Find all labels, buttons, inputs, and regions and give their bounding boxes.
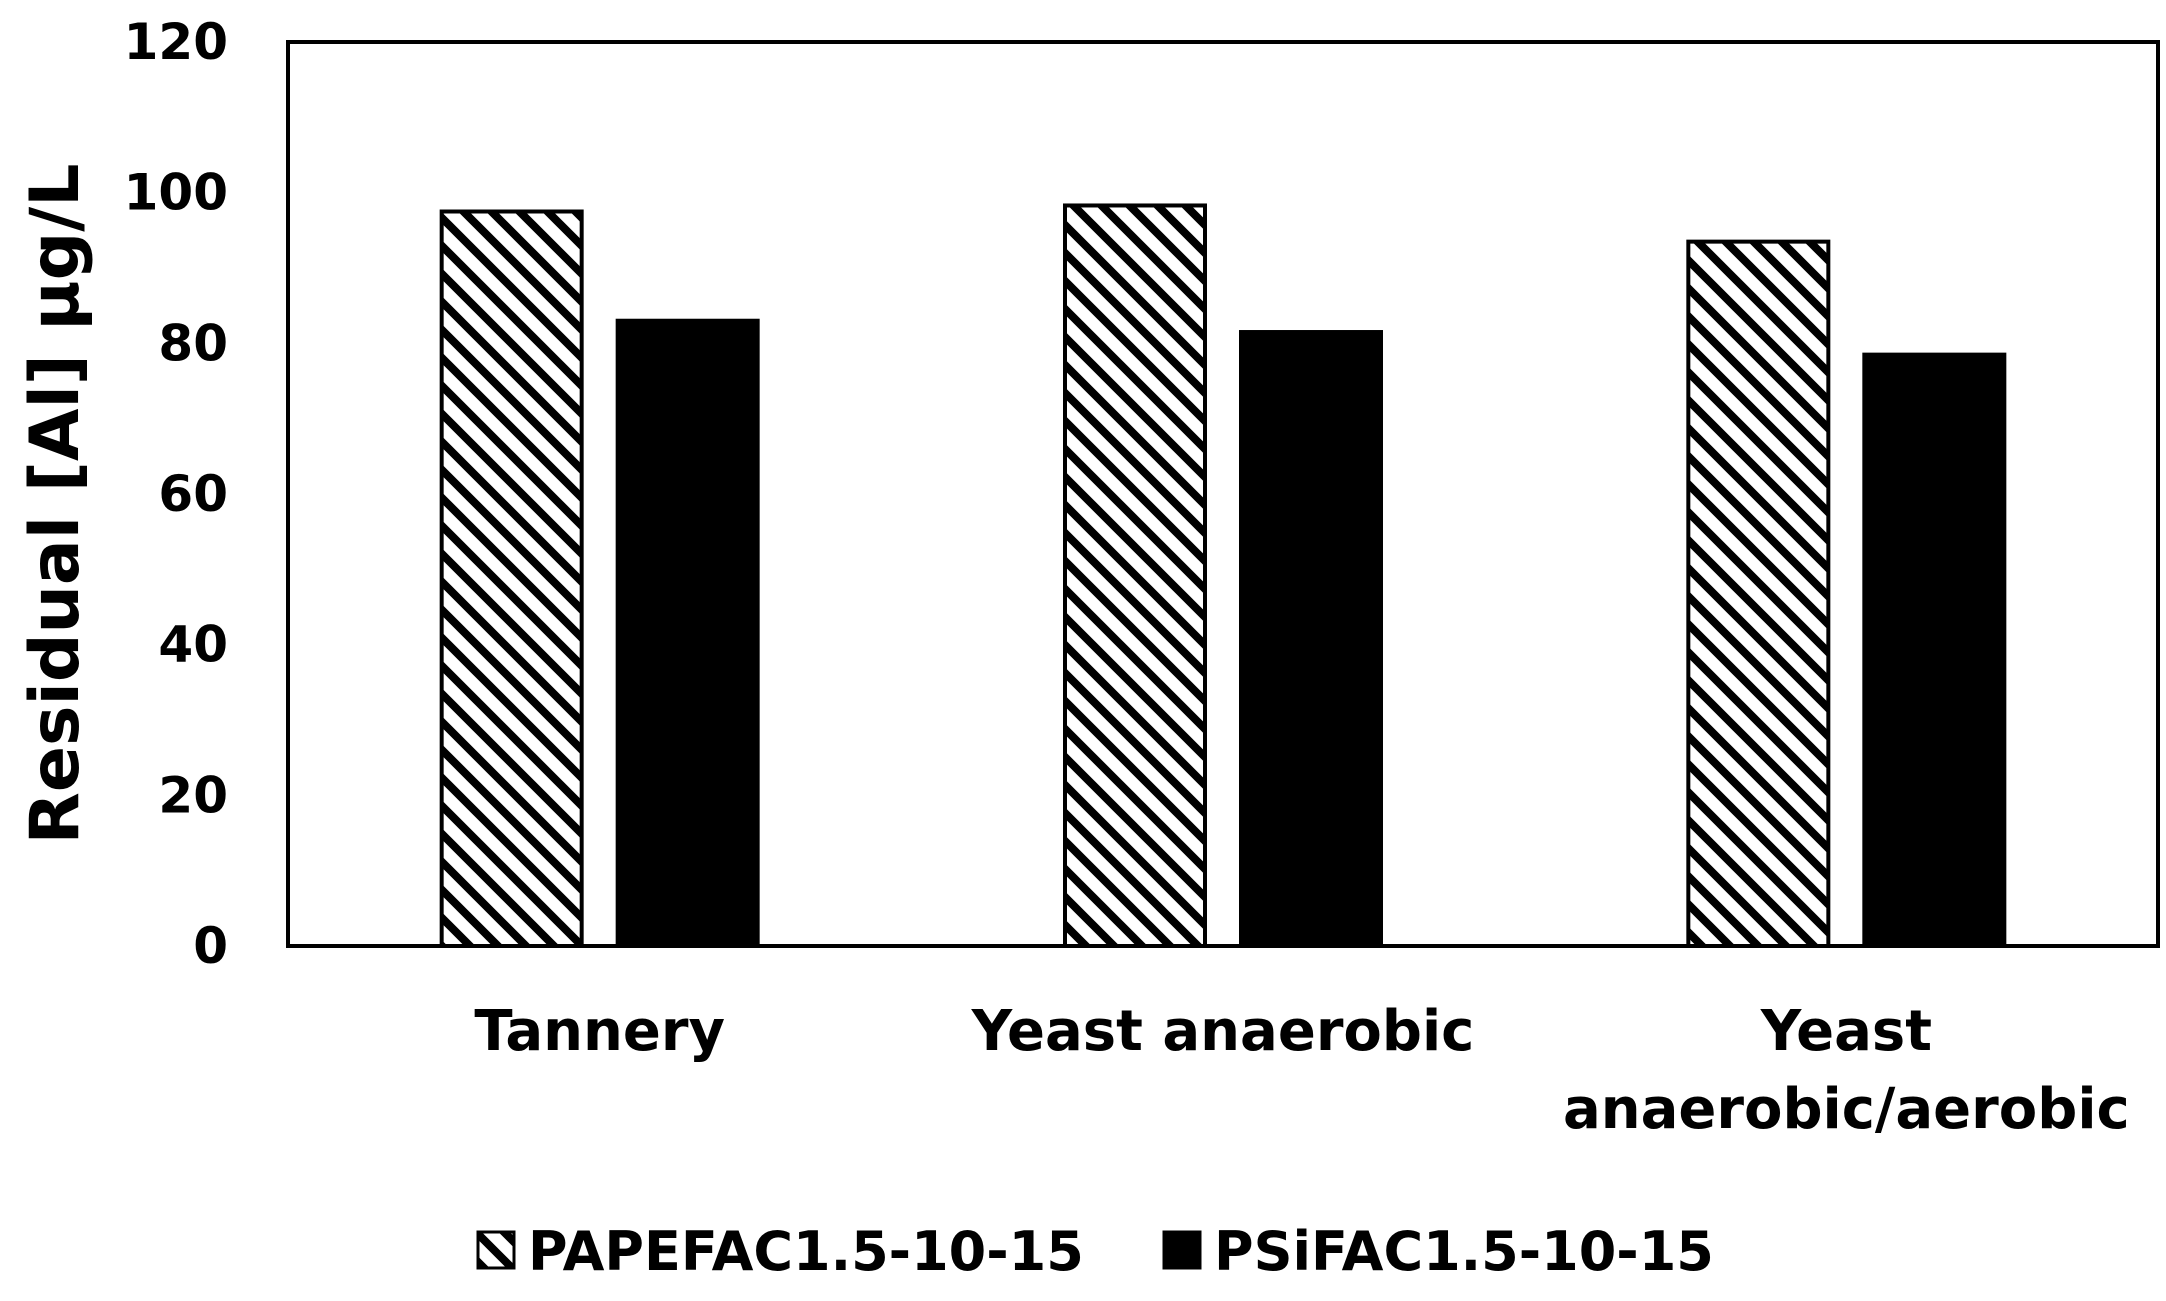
bar-papefac-yeast-anaerobic-aerobic [1686,239,1831,948]
legend: PAPEFAC1.5-10-15 PSiFAC1.5-10-15 [476,1220,1714,1283]
y-tick-label: 40 [158,616,228,674]
x-axis-categories: Tannery Yeast anaerobic Yeast anaerobic/aer… [474,999,2129,1142]
legend-swatch-papefac [476,1230,516,1270]
legend-swatch-psifac [1162,1230,1202,1270]
y-tick-label: 120 [124,13,228,71]
bars [439,203,2007,948]
x-category-label-yeast-anaerobic-aerobic: Yeast anaerobic/aerobic [1563,999,2130,1142]
y-tick-label: 20 [158,766,228,824]
y-tick-label: 100 [124,164,228,222]
bar-papefac-yeast-anaerobic [1063,203,1207,948]
plot-area-frame [286,40,2160,948]
bar-psifac-yeast-anaerobic [1239,330,1383,948]
y-axis-title: Residual [Al] µg/L [16,164,95,845]
y-tick-label: 80 [158,314,228,372]
y-axis-ticks: 0 20 40 60 80 100 120 [124,13,228,975]
x-category-label-tannery: Tannery [474,999,725,1064]
bar-papefac-tannery [439,209,584,948]
y-tick-label: 60 [158,465,228,523]
y-tick-label: 0 [193,917,228,975]
legend-label-papefac: PAPEFAC1.5-10-15 [528,1220,1084,1283]
x-category-label-yeast-anaerobic: Yeast anaerobic [971,999,1475,1064]
legend-label-psifac: PSiFAC1.5-10-15 [1214,1220,1714,1283]
bar-psifac-yeast-anaerobic-aerobic [1862,352,2007,948]
bar-psifac-tannery [615,318,760,948]
